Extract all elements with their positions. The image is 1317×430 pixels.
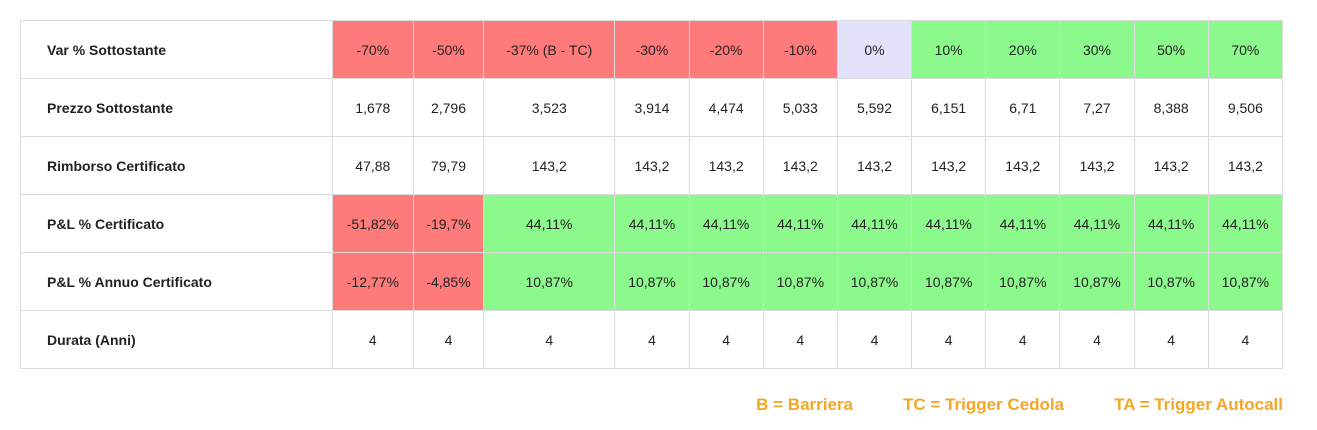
- table-cell: 44,11%: [985, 194, 1061, 253]
- table-cell: 3,914: [614, 78, 690, 137]
- row-label: Durata (Anni): [20, 310, 333, 369]
- table-cell: -37% (B - TC): [483, 20, 616, 79]
- table-cell: -50%: [412, 20, 485, 79]
- table-cell: 143,2: [911, 136, 987, 195]
- table-cell: 143,2: [1059, 136, 1135, 195]
- legend-barriera: B = Barriera: [756, 395, 854, 414]
- table-cell: -10%: [762, 20, 838, 79]
- table-cell: 50%: [1133, 20, 1209, 79]
- table-cell: 6,151: [911, 78, 987, 137]
- table-cell: 9,506: [1207, 78, 1284, 137]
- table-cell: 4: [836, 310, 913, 369]
- table-cell: 143,2: [483, 136, 616, 195]
- row-label: P&L % Certificato: [20, 194, 333, 253]
- table-cell: 4: [985, 310, 1061, 369]
- table-cell: 10,87%: [836, 252, 913, 311]
- table-cell: 143,2: [1133, 136, 1209, 195]
- prezzo-sottostante-row: Prezzo Sottostante 1,678 2,796 3,523 3,914 4,…: [20, 78, 1284, 137]
- table-cell: 30%: [1059, 20, 1135, 79]
- table-cell: 7,27: [1059, 78, 1135, 137]
- table-cell: 4: [688, 310, 764, 369]
- row-label: P&L % Annuo Certificato: [20, 252, 333, 311]
- table-cell: 143,2: [762, 136, 838, 195]
- table-cell: 10,87%: [688, 252, 764, 311]
- table-cell: -4,85%: [412, 252, 485, 311]
- table-cell: -70%: [331, 20, 414, 79]
- row-label: Var % Sottostante: [20, 20, 333, 79]
- table-cell: 79,79: [412, 136, 485, 195]
- table-cell: 4: [911, 310, 987, 369]
- table-cell: 47,88: [331, 136, 414, 195]
- table-cell: 143,2: [688, 136, 764, 195]
- var-sottostante-row: Var % Sottostante -70% -50% -37% (B - TC) -3…: [20, 20, 1284, 79]
- table-cell: -19,7%: [412, 194, 485, 253]
- table-cell: 44,11%: [1207, 194, 1284, 253]
- table-cell: 5,033: [762, 78, 838, 137]
- legend-trigger-autocall: TA = Trigger Autocall: [1114, 395, 1283, 414]
- table-cell: 44,11%: [1133, 194, 1209, 253]
- table-cell: 10,87%: [762, 252, 838, 311]
- row-label: Rimborso Certificato: [20, 136, 333, 195]
- table-cell: 10%: [911, 20, 987, 79]
- table-cell: 44,11%: [836, 194, 913, 253]
- table-cell: 4,474: [688, 78, 764, 137]
- table-cell: 4: [1059, 310, 1135, 369]
- table-cell: 44,11%: [614, 194, 690, 253]
- table-cell: 1,678: [331, 78, 414, 137]
- table-cell: 44,11%: [1059, 194, 1135, 253]
- table-cell: 10,87%: [483, 252, 616, 311]
- table-cell: 10,87%: [1133, 252, 1209, 311]
- table-cell: -12,77%: [331, 252, 414, 311]
- table-cell: 44,11%: [762, 194, 838, 253]
- legend: B = Barriera TC = Trigger Cedola TA = Tr…: [756, 395, 1283, 415]
- table-cell: 10,87%: [614, 252, 690, 311]
- scenario-table-body: Var % Sottostante -70% -50% -37% (B - TC) -3…: [20, 20, 1284, 369]
- table-cell: 8,388: [1133, 78, 1209, 137]
- table-cell: 4: [483, 310, 616, 369]
- table-cell: 143,2: [985, 136, 1061, 195]
- scenario-table: Var % Sottostante -70% -50% -37% (B - TC) -3…: [20, 20, 1284, 369]
- pl-annuo-certificato-row: P&L % Annuo Certificato -12,77% -4,85% 10,8…: [20, 252, 1284, 311]
- table-cell: 6,71: [985, 78, 1061, 137]
- table-cell: 143,2: [614, 136, 690, 195]
- table-cell: 4: [331, 310, 414, 369]
- table-cell: 10,87%: [1207, 252, 1284, 311]
- table-cell: 5,592: [836, 78, 913, 137]
- durata-row: Durata (Anni) 4 4 4 4 4 4 4 4 4 4 4 4: [20, 310, 1284, 369]
- row-label: Prezzo Sottostante: [20, 78, 333, 137]
- table-cell: 44,11%: [911, 194, 987, 253]
- pl-certificato-row: P&L % Certificato -51,82% -19,7% 44,11% 44,1…: [20, 194, 1284, 253]
- table-cell: 44,11%: [688, 194, 764, 253]
- table-cell: 143,2: [836, 136, 913, 195]
- table-cell: 0%: [836, 20, 913, 79]
- table-cell: 10,87%: [911, 252, 987, 311]
- table-cell: 4: [762, 310, 838, 369]
- table-cell: 10,87%: [985, 252, 1061, 311]
- table-cell: 4: [412, 310, 485, 369]
- table-cell: -30%: [614, 20, 690, 79]
- table-cell: 10,87%: [1059, 252, 1135, 311]
- table-cell: 70%: [1207, 20, 1284, 79]
- rimborso-certificato-row: Rimborso Certificato 47,88 79,79 143,2 143,2…: [20, 136, 1284, 195]
- table-cell: 143,2: [1207, 136, 1284, 195]
- table-cell: 20%: [985, 20, 1061, 79]
- table-cell: 2,796: [412, 78, 485, 137]
- table-cell: 4: [1133, 310, 1209, 369]
- legend-trigger-cedola: TC = Trigger Cedola: [903, 395, 1065, 414]
- table-cell: 44,11%: [483, 194, 616, 253]
- table-cell: 4: [614, 310, 690, 369]
- table-cell: -20%: [688, 20, 764, 79]
- table-cell: 3,523: [483, 78, 616, 137]
- table-cell: -51,82%: [331, 194, 414, 253]
- table-cell: 4: [1207, 310, 1284, 369]
